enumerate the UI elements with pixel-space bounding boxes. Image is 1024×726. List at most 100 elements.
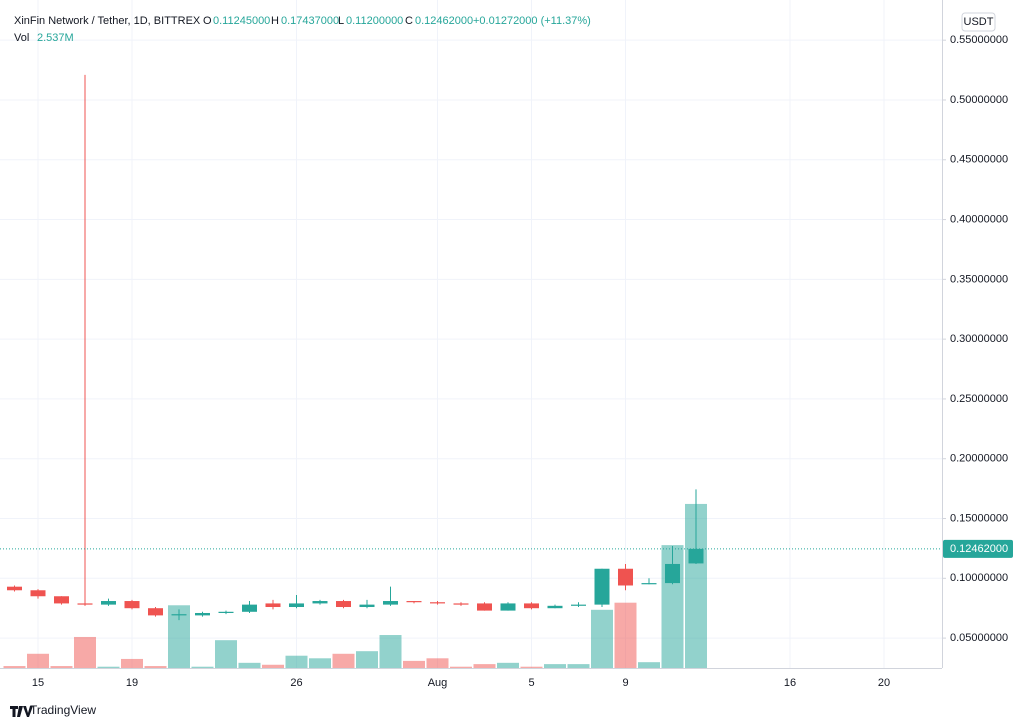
volume-bar — [379, 635, 402, 668]
volume-bar — [191, 666, 214, 668]
change-value: +0.01272000 (+11.37%) — [473, 15, 591, 27]
volume-bar — [473, 664, 496, 668]
y-tick-label: 0.55000000 — [950, 34, 1008, 46]
volume-bar — [520, 666, 543, 668]
last-price-label: 0.12462000 — [950, 543, 1008, 555]
y-tick-label: 0.20000000 — [950, 453, 1008, 465]
volume-bar — [309, 658, 331, 668]
volume-bar — [426, 658, 449, 668]
low-key: L — [338, 15, 344, 27]
candle-body — [383, 601, 398, 605]
x-tick-label: 16 — [784, 677, 796, 689]
candle-body — [218, 611, 234, 613]
currency-button[interactable] — [961, 12, 996, 32]
open-key: O — [203, 15, 212, 27]
volume-bar — [591, 609, 613, 668]
header: XinFin Network / Tether, 1D, BITTREX O 0… — [14, 15, 591, 44]
volume-bar — [403, 660, 425, 668]
y-tick-label: 0.10000000 — [950, 572, 1008, 584]
close-value: 0.12462000 — [415, 15, 473, 27]
candle-body — [359, 604, 375, 608]
candle-body — [336, 601, 351, 608]
volume-bar — [356, 651, 378, 668]
volume-bar — [215, 640, 237, 668]
candle-body — [477, 603, 492, 611]
volume-bar — [168, 605, 190, 668]
candle-body — [7, 586, 22, 591]
volume-bar — [50, 666, 73, 668]
candle-body — [430, 602, 445, 604]
y-tick-label: 0.45000000 — [950, 154, 1008, 166]
candle-body — [641, 583, 657, 585]
volume-bar — [685, 503, 707, 668]
y-tick-label: 0.40000000 — [950, 213, 1008, 225]
x-tick-label: Aug — [428, 677, 448, 689]
x-tick-label: 26 — [290, 677, 302, 689]
open-value: 0.11245000 — [213, 15, 270, 27]
candle-body — [571, 604, 586, 606]
logo-mark — [10, 706, 33, 717]
grid — [0, 0, 942, 668]
volume-bar — [332, 653, 355, 668]
candle-body — [171, 614, 187, 616]
high-value: 0.17437000 — [281, 15, 339, 27]
currency-label[interactable]: USDT — [964, 16, 994, 28]
volume-key: Vol — [14, 32, 29, 44]
volume-bar — [262, 664, 284, 668]
volume-bar — [3, 666, 26, 668]
x-tick-label: 5 — [528, 677, 534, 689]
volume-bar — [121, 658, 143, 668]
y-tick-label: 0.25000000 — [950, 393, 1008, 405]
x-tick-label: 9 — [622, 677, 628, 689]
candle-body — [524, 603, 539, 609]
volume-bar — [144, 666, 167, 668]
volume-bar — [638, 662, 660, 668]
volume-bar — [567, 664, 590, 668]
x-tick-label: 19 — [126, 677, 138, 689]
volume-bar — [497, 662, 519, 668]
volume-bar — [285, 655, 308, 668]
candle-body — [547, 605, 563, 609]
volume-bar — [97, 666, 120, 668]
candle-body — [688, 548, 704, 564]
candle-body — [242, 604, 257, 612]
close-key: C — [405, 15, 413, 27]
y-tick-label: 0.35000000 — [950, 273, 1008, 285]
volume-bar — [27, 653, 49, 668]
y-tick-label: 0.05000000 — [950, 632, 1008, 644]
candle-body — [148, 608, 163, 616]
brand-name: TradingView — [30, 703, 96, 717]
brand-logo: TradingView — [10, 703, 96, 717]
volume-bar — [450, 666, 472, 668]
candle-body — [594, 568, 610, 605]
volume-bar — [74, 636, 96, 668]
low-value: 0.11200000 — [346, 15, 403, 27]
candle-body — [665, 563, 680, 584]
last-price-tag — [943, 539, 1013, 558]
symbol-title: XinFin Network / Tether, 1D, BITTREX — [14, 15, 201, 27]
x-tick-label: 20 — [878, 677, 890, 689]
candle-body — [124, 601, 140, 609]
volume-value: 2.537M — [37, 32, 74, 44]
candle-body — [101, 601, 116, 605]
candle-body — [265, 603, 281, 608]
y-tick-label: 0.30000000 — [950, 333, 1008, 345]
y-tick-label: 0.15000000 — [950, 512, 1008, 524]
candle-body — [195, 612, 210, 616]
y-tick-label: 0.50000000 — [950, 94, 1008, 106]
candle-body — [77, 603, 93, 605]
high-key: H — [271, 15, 279, 27]
candle-body — [54, 596, 69, 604]
candle-body — [618, 568, 633, 586]
candle-body — [30, 590, 46, 597]
volume-bar — [614, 602, 637, 668]
volume-bar — [544, 664, 566, 668]
candle-body — [453, 603, 469, 605]
candle-body — [312, 601, 328, 604]
candle-body — [406, 601, 422, 603]
candle-body — [500, 603, 516, 611]
volume-bar — [238, 662, 261, 668]
x-tick-label: 15 — [32, 677, 44, 689]
